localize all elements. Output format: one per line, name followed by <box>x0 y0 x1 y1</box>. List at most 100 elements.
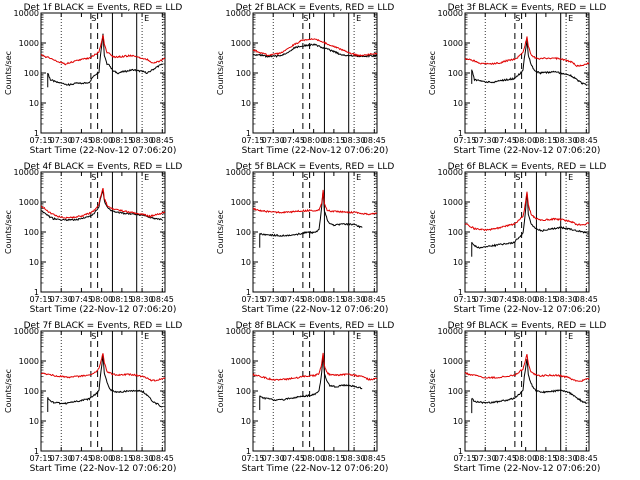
x-tick-label: 07:15 <box>453 454 476 463</box>
y-tick-label: 1000 <box>443 357 463 366</box>
x-tick-label: 08:45 <box>575 454 598 463</box>
series-lld-line <box>40 353 166 382</box>
marker-label-start: S <box>515 173 520 182</box>
x-tick-label: 07:30 <box>474 136 497 145</box>
x-tick-label: 08:45 <box>151 454 174 463</box>
x-tick-label: 07:15 <box>453 136 476 145</box>
x-tick-label: 08:15 <box>110 295 133 304</box>
x-tick-label: 08:00 <box>90 454 113 463</box>
x-tick-label: 07:45 <box>282 454 305 463</box>
y-tick-label: 1000 <box>19 357 39 366</box>
y-tick-label: 10000 <box>226 9 251 18</box>
y-tick-label: 1 <box>34 447 39 456</box>
x-tick-label: 08:30 <box>555 136 578 145</box>
y-tick-label: 1000 <box>231 39 251 48</box>
x-tick-label: 07:30 <box>262 295 285 304</box>
y-tick-label: 1 <box>246 447 251 456</box>
x-tick-label: 08:15 <box>322 295 345 304</box>
x-tick-label: 08:30 <box>343 136 366 145</box>
x-tick-label: 07:45 <box>70 136 93 145</box>
marker-label-start: S <box>515 332 520 341</box>
panel-title: Det 8f BLACK = Events, RED = LLD <box>236 321 395 331</box>
y-tick-label: 10 <box>241 258 251 267</box>
y-tick-label: 100 <box>448 387 463 396</box>
y-axis-label: Counts/sec <box>4 369 13 413</box>
y-tick-label: 10 <box>453 99 463 108</box>
x-tick-label: 08:15 <box>110 136 133 145</box>
x-tick-label: 07:45 <box>70 295 93 304</box>
x-tick-label: 08:45 <box>575 136 598 145</box>
x-tick-label: 08:00 <box>514 295 537 304</box>
panel-title: Det 3f BLACK = Events, RED = LLD <box>448 3 607 13</box>
series-events-line <box>471 40 587 86</box>
series-lld-line <box>252 38 378 57</box>
y-tick-label: 1000 <box>443 198 463 207</box>
y-tick-label: 10000 <box>14 9 39 18</box>
x-tick-label: 08:00 <box>514 136 537 145</box>
y-tick-label: 1 <box>34 129 39 138</box>
plot-frame <box>464 171 590 293</box>
y-tick-label: 1 <box>458 129 463 138</box>
panel-title: Det 6f BLACK = Events, RED = LLD <box>448 162 607 172</box>
x-axis-label: Start Time (22-Nov-12 07:06:20) <box>242 146 389 156</box>
y-tick-label: 10000 <box>14 168 39 177</box>
x-axis-label: Start Time (22-Nov-12 07:06:20) <box>454 464 601 474</box>
x-tick-label: 07:15 <box>29 136 52 145</box>
x-tick-label: 08:45 <box>363 136 386 145</box>
panel-title: Det 7f BLACK = Events, RED = LLD <box>24 321 183 331</box>
y-tick-label: 10 <box>29 99 39 108</box>
y-axis-label: Counts/sec <box>4 210 13 254</box>
series-lld-line <box>40 187 166 220</box>
x-tick-label: 07:30 <box>262 136 285 145</box>
marker-label-start: S <box>303 332 308 341</box>
x-axis-label: Start Time (22-Nov-12 07:06:20) <box>30 305 177 315</box>
x-tick-label: 08:00 <box>302 136 325 145</box>
panel-title: Det 4f BLACK = Events, RED = LLD <box>24 162 183 172</box>
x-axis-label: Start Time (22-Nov-12 07:06:20) <box>30 464 177 474</box>
y-axis-label: Counts/sec <box>428 51 437 95</box>
series-events-line <box>471 193 587 249</box>
y-tick-label: 100 <box>448 228 463 237</box>
y-tick-label: 1000 <box>19 198 39 207</box>
series-events-line <box>47 33 163 87</box>
x-axis-label: Start Time (22-Nov-12 07:06:20) <box>454 305 601 315</box>
x-tick-label: 07:30 <box>50 136 73 145</box>
y-tick-label: 10000 <box>226 327 251 336</box>
x-tick-label: 07:30 <box>474 454 497 463</box>
panel-title: Det 2f BLACK = Events, RED = LLD <box>236 3 395 13</box>
y-axis-label: Counts/sec <box>428 369 437 413</box>
y-tick-label: 10 <box>241 99 251 108</box>
plot-frame <box>464 12 590 134</box>
x-tick-label: 08:45 <box>575 295 598 304</box>
x-tick-label: 08:00 <box>90 136 113 145</box>
y-tick-label: 100 <box>24 69 39 78</box>
y-tick-label: 10000 <box>438 327 463 336</box>
y-tick-label: 1000 <box>231 357 251 366</box>
plot-frame <box>40 330 166 452</box>
x-tick-label: 07:30 <box>50 454 73 463</box>
y-tick-label: 1000 <box>19 39 39 48</box>
y-tick-label: 1 <box>458 447 463 456</box>
marker-label-end: E <box>144 14 149 23</box>
plot-frame <box>464 330 590 452</box>
series-events-line <box>47 355 163 408</box>
y-tick-label: 1000 <box>231 198 251 207</box>
series-lld-line <box>252 189 378 216</box>
marker-label-end: E <box>356 14 361 23</box>
series-lld-line <box>252 352 378 381</box>
panel-title: Det 5f BLACK = Events, RED = LLD <box>236 162 395 172</box>
x-tick-label: 08:30 <box>343 295 366 304</box>
series-events-line <box>259 354 363 402</box>
x-tick-label: 07:15 <box>29 454 52 463</box>
x-tick-label: 08:00 <box>302 295 325 304</box>
marker-label-start: S <box>515 14 520 23</box>
x-tick-label: 07:45 <box>282 136 305 145</box>
y-tick-label: 100 <box>236 387 251 396</box>
series-lld-line <box>464 354 590 382</box>
